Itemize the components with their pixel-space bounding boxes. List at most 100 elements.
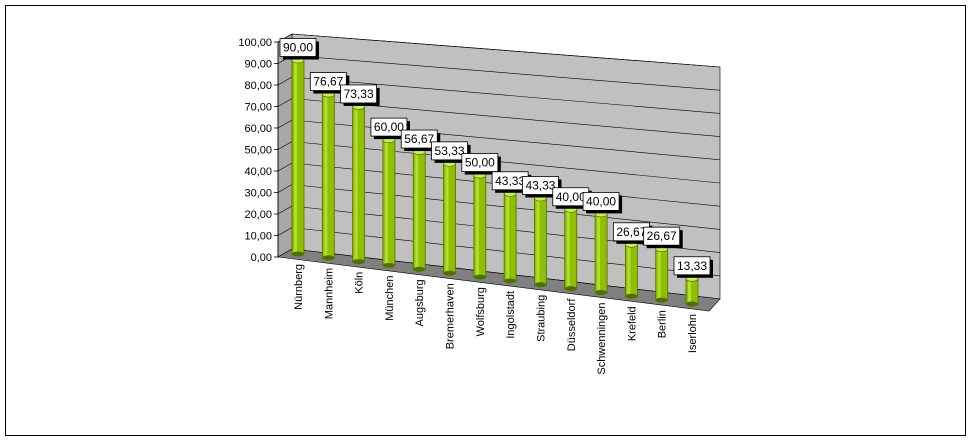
bar-highlight (536, 200, 540, 283)
bar (564, 209, 578, 290)
data-label-box (461, 153, 499, 172)
data-label: 13,33 (677, 259, 707, 273)
data-label: 40,00 (556, 190, 586, 204)
bar-highlight (627, 246, 631, 295)
data-label-box (309, 72, 347, 91)
gridline-side (277, 227, 293, 236)
data-label-box (370, 117, 408, 137)
data-label: 90,00 (283, 41, 313, 55)
data-label-box (279, 38, 317, 57)
y-tick-label: 90,00 (244, 59, 272, 71)
data-label-box (522, 176, 559, 195)
x-tick-label: Schwenningen (596, 302, 608, 374)
gridline (291, 55, 721, 91)
x-tick-label: Iserlohn (687, 314, 699, 353)
bar-highlight (688, 280, 691, 302)
bar-bottom (382, 263, 395, 269)
gridline-side (277, 205, 293, 215)
x-tick-label: Krefeld (626, 306, 638, 341)
x-tick-label: Nürnberg (293, 264, 305, 310)
bar-bottom (595, 289, 608, 295)
data-label: 43,33 (525, 178, 555, 192)
bar-bottom (686, 301, 698, 307)
bar-highlight (415, 154, 419, 268)
data-label: 53,33 (435, 144, 465, 158)
bar (685, 278, 699, 305)
y-tick-label: 100,00 (238, 37, 272, 49)
x-tick-label: Berlin (657, 310, 669, 338)
data-label-box (582, 191, 620, 211)
x-tick-label: München (384, 276, 396, 321)
x-tick-label: Düsseldorf (566, 298, 578, 352)
bar-bottom (625, 293, 638, 299)
bar-bottom (534, 282, 547, 288)
bar-bottom (564, 286, 577, 292)
x-tick-label: Bremerhaven (445, 283, 457, 349)
data-label: 76,67 (313, 75, 343, 89)
y-tick-label: 60,00 (244, 123, 272, 135)
bar-bottom (413, 266, 426, 272)
data-label-box (673, 256, 711, 276)
bar-highlight (445, 165, 449, 272)
data-label: 73,33 (344, 87, 374, 101)
y-tick-label: 70,00 (244, 102, 272, 114)
x-tick-label: Wolfsburg (475, 287, 487, 336)
bar-highlight (324, 96, 328, 256)
data-label-box (340, 84, 378, 104)
y-tick-label: 0,00 (251, 252, 272, 264)
bar-bottom (473, 274, 486, 280)
bar-bottom (352, 259, 365, 265)
data-label: 40,00 (586, 194, 616, 208)
x-tick-label: Ingolstadt (505, 291, 517, 339)
gridline-side (277, 184, 293, 193)
bar-highlight (657, 251, 661, 299)
data-label-box (400, 129, 438, 149)
data-label: 60,00 (374, 120, 404, 134)
bar (321, 94, 335, 259)
y-tick-label: 10,00 (244, 231, 272, 243)
bar (291, 60, 305, 255)
bar-bottom (292, 251, 304, 257)
x-tick-label: Köln (354, 272, 366, 294)
x-tick-label: Augsburg (414, 279, 426, 326)
bar (443, 163, 456, 274)
data-label: 43,33 (495, 174, 525, 188)
bar (473, 175, 487, 278)
bar (624, 244, 638, 297)
data-label: 26,67 (647, 229, 677, 243)
bar (352, 106, 366, 263)
data-label: 56,67 (404, 132, 434, 146)
bar (503, 193, 517, 282)
y-tick-label: 80,00 (244, 80, 272, 92)
bar-bottom (504, 278, 517, 284)
gridline-side (277, 98, 293, 107)
bar (655, 248, 669, 301)
bar-highlight (354, 108, 358, 260)
bar-highlight (506, 195, 510, 279)
gridline (291, 33, 721, 68)
bar (382, 139, 396, 266)
gridline-side (277, 162, 293, 172)
bar-bottom (322, 255, 335, 261)
gridline-side (277, 76, 293, 86)
gridline-side (277, 141, 293, 150)
bar (412, 151, 426, 270)
bar (534, 198, 547, 286)
y-tick-label: 50,00 (244, 145, 272, 157)
bar-bottom (443, 270, 456, 276)
bar-highlight (566, 211, 570, 287)
bar-highlight (597, 216, 601, 291)
y-tick-label: 20,00 (244, 209, 272, 221)
gridline (291, 76, 721, 114)
bar-highlight (384, 142, 388, 264)
x-tick-label: Mannheim (323, 268, 335, 319)
y-tick-label: 40,00 (244, 166, 272, 178)
x-tick-label: Straubing (535, 295, 547, 342)
bar-bottom (655, 297, 668, 303)
gridline-side (277, 119, 293, 129)
data-label-box (643, 226, 681, 246)
y-tick-label: 30,00 (244, 188, 272, 200)
bar (594, 213, 608, 293)
bar-highlight (294, 62, 297, 252)
